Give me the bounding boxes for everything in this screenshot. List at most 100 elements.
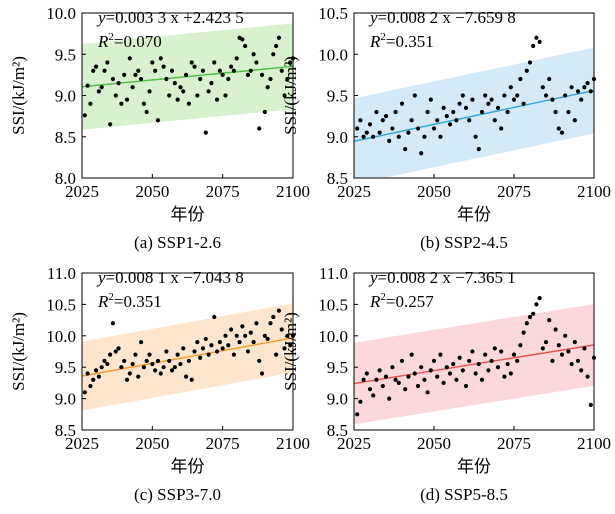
data-point <box>127 56 132 61</box>
data-point <box>130 361 135 367</box>
data-point <box>144 358 149 364</box>
data-point <box>550 97 555 102</box>
data-point <box>470 97 475 102</box>
data-point <box>489 97 494 102</box>
data-point <box>367 122 373 127</box>
data-point <box>257 126 262 131</box>
data-point <box>178 361 183 367</box>
data-point <box>361 134 366 139</box>
data-point <box>531 311 536 316</box>
x-tick-label: 2050 <box>135 182 169 201</box>
x-tick-label: 2050 <box>417 434 451 453</box>
data-point <box>534 35 539 40</box>
data-point <box>585 374 590 379</box>
data-point <box>387 138 392 143</box>
data-point <box>124 97 130 102</box>
data-point <box>214 97 220 102</box>
data-point <box>248 68 253 73</box>
data-point <box>279 68 284 73</box>
data-point <box>540 85 545 90</box>
data-point <box>444 114 449 119</box>
data-point <box>285 76 290 82</box>
y-tick-label: 11.0 <box>47 264 76 283</box>
x-tick-label: 2100 <box>276 182 310 201</box>
x-tick-label: 2025 <box>337 182 371 201</box>
x-tick-label: 2025 <box>337 434 371 453</box>
data-point <box>435 374 440 379</box>
data-point <box>248 330 253 335</box>
y-tick-label: 9.5 <box>327 87 348 106</box>
data-point <box>229 327 234 332</box>
data-point <box>463 105 469 110</box>
data-point <box>415 126 421 131</box>
data-point <box>412 371 417 376</box>
data-point <box>119 101 124 106</box>
data-point <box>91 377 96 382</box>
data-point <box>85 83 90 88</box>
data-point <box>195 93 200 98</box>
data-point <box>138 339 144 345</box>
data-point <box>499 349 504 354</box>
data-point <box>251 339 256 345</box>
data-point <box>467 358 472 364</box>
data-point <box>189 377 194 382</box>
y-tick-label: 8.5 <box>55 128 76 147</box>
data-point <box>206 89 211 94</box>
data-point <box>240 37 245 42</box>
data-point <box>579 368 584 373</box>
data-point <box>158 56 163 61</box>
x-tick-label: 2075 <box>206 182 240 201</box>
data-point <box>371 393 376 398</box>
plot-frame <box>353 272 595 431</box>
data-point <box>575 89 581 94</box>
data-point <box>164 76 169 82</box>
data-point <box>96 374 101 379</box>
data-point <box>147 352 152 357</box>
data-point <box>483 352 488 357</box>
data-point <box>393 109 398 115</box>
data-point <box>88 383 93 389</box>
x-tick-label: 2025 <box>65 434 99 453</box>
x-tick-label: 2075 <box>497 434 531 453</box>
data-point <box>245 349 251 354</box>
y-tick-label: 11.0 <box>319 264 348 283</box>
data-point <box>234 56 239 61</box>
data-point <box>102 358 107 364</box>
data-point <box>387 396 392 401</box>
data-point <box>441 380 446 385</box>
y-axis-label: SSI/(kJ/m²) <box>281 56 300 135</box>
data-point <box>192 349 197 354</box>
data-point <box>265 85 270 90</box>
y-tick-label: 10.5 <box>46 295 76 314</box>
data-point <box>259 72 265 77</box>
data-point <box>141 365 146 370</box>
data-point <box>486 368 491 373</box>
data-point <box>271 52 276 57</box>
y-tick-label: 10.5 <box>318 295 348 314</box>
x-tick-label: 2100 <box>577 434 611 453</box>
data-point <box>515 358 520 364</box>
data-point <box>183 72 189 77</box>
y-tick-label: 8.5 <box>55 421 76 440</box>
data-point <box>409 352 414 357</box>
data-point <box>254 321 259 326</box>
x-axis-label: 年份 <box>457 457 491 477</box>
data-point <box>396 380 401 385</box>
y-tick-label: 9.0 <box>327 128 348 147</box>
data-point <box>479 109 485 115</box>
data-point <box>572 339 577 345</box>
data-point <box>200 68 206 73</box>
data-point <box>245 72 251 77</box>
data-point <box>192 64 197 69</box>
data-point <box>521 101 526 106</box>
data-point <box>428 368 433 373</box>
data-point <box>569 85 574 90</box>
data-point <box>276 308 282 313</box>
data-point <box>419 365 424 370</box>
data-point <box>364 371 369 376</box>
data-point <box>473 371 478 376</box>
data-point <box>155 118 161 123</box>
data-point <box>563 333 568 338</box>
data-point <box>161 365 166 370</box>
